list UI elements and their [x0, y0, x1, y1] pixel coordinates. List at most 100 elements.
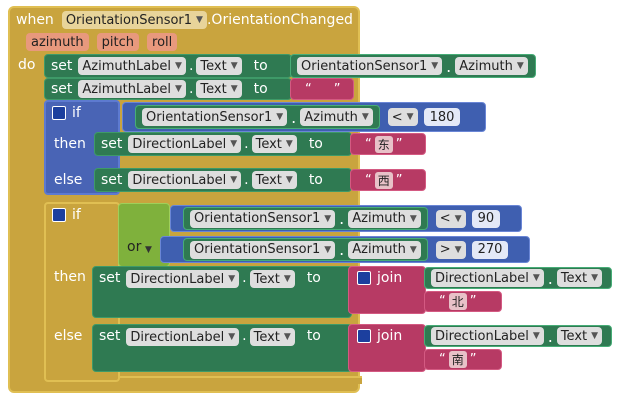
- get-sensor-azimuth-block[interactable]: OrientationSensor1 ▼ . Azimuth ▼: [135, 105, 380, 129]
- string-value[interactable]: 西: [374, 171, 393, 189]
- text-property-dropdown[interactable]: Text ▼: [556, 327, 603, 345]
- string-value[interactable]: 东: [374, 135, 393, 153]
- then-keyword: then: [54, 136, 86, 152]
- operator-dropdown[interactable]: < ▼: [387, 108, 418, 126]
- string-value[interactable]: 北: [448, 293, 467, 310]
- number-180[interactable]: 180: [423, 108, 461, 126]
- property-name: Azimuth: [459, 58, 513, 74]
- compare-gt-270-block[interactable]: OrientationSensor1 ▼ . Azimuth ▼ > ▼ 270: [160, 236, 530, 263]
- chevron-down-icon: ▼: [196, 15, 203, 25]
- direction-label-dropdown[interactable]: DirectionLabel ▼: [126, 270, 240, 288]
- mutator-gear-icon[interactable]: [52, 208, 66, 222]
- chevron-down-icon[interactable]: ▼: [145, 245, 152, 255]
- get-sensor-azimuth-block[interactable]: OrientationSensor1 ▼ . Azimuth ▼: [183, 207, 428, 230]
- quote-open: “: [439, 352, 446, 367]
- join-keyword: join: [377, 328, 403, 344]
- get-sensor-azimuth-block[interactable]: OrientationSensor1 ▼ . Azimuth ▼: [290, 54, 536, 78]
- text-property-dropdown[interactable]: Text ▼: [196, 80, 242, 98]
- chevron-down-icon: ▼: [230, 84, 238, 94]
- chevron-down-icon: ▼: [591, 273, 599, 283]
- get-direction-text-block[interactable]: DirectionLabel ▼ . Text ▼: [424, 267, 612, 289]
- direction-label-dropdown[interactable]: DirectionLabel ▼: [126, 328, 240, 346]
- text-property-dropdown[interactable]: Text ▼: [251, 171, 297, 189]
- set-direction-west-block[interactable]: set DirectionLabel ▼ . Text ▼ to: [94, 168, 352, 192]
- dot-separator: .: [188, 81, 194, 97]
- text-property-dropdown[interactable]: Text ▼: [251, 135, 297, 153]
- else-keyword: else: [54, 328, 83, 344]
- direction-label-dropdown[interactable]: DirectionLabel ▼: [128, 135, 242, 153]
- number-90[interactable]: 90: [471, 209, 501, 228]
- quote-open: “: [365, 172, 372, 188]
- component-dropdown[interactable]: OrientationSensor1 ▼: [61, 11, 207, 29]
- dot-separator: .: [188, 58, 194, 74]
- chevron-down-icon: ▼: [283, 274, 291, 284]
- set-azimuth-label-block[interactable]: set AzimuthLabel ▼ . Text ▼ to: [44, 54, 292, 78]
- param-roll[interactable]: roll: [147, 33, 178, 51]
- direction-label-dropdown[interactable]: DirectionLabel ▼: [128, 171, 242, 189]
- chevron-down-icon: ▼: [228, 332, 236, 342]
- component-name: DirectionLabel: [435, 328, 529, 344]
- compare-lt-180-block[interactable]: OrientationSensor1 ▼ . Azimuth ▼ < ▼ 180: [122, 102, 486, 132]
- text-property-dropdown[interactable]: Text ▼: [249, 328, 295, 346]
- set-direction-south-block[interactable]: set DirectionLabel ▼ . Text ▼ to: [92, 324, 352, 372]
- sensor-dropdown[interactable]: OrientationSensor1 ▼: [190, 240, 336, 259]
- if-keyword: if: [72, 207, 81, 223]
- chevron-down-icon: ▼: [591, 331, 599, 341]
- azimuth-label-dropdown[interactable]: AzimuthLabel ▼: [78, 57, 186, 75]
- compare-lt-90-block[interactable]: OrientationSensor1 ▼ . Azimuth ▼ < ▼ 90: [170, 205, 522, 232]
- azimuth-property-dropdown[interactable]: Azimuth ▼: [348, 240, 421, 259]
- component-name: OrientationSensor1: [301, 58, 428, 74]
- get-sensor-azimuth-block[interactable]: OrientationSensor1 ▼ . Azimuth ▼: [183, 238, 428, 261]
- direction-label-dropdown[interactable]: DirectionLabel ▼: [431, 269, 544, 287]
- text-property-dropdown[interactable]: Text ▼: [556, 269, 603, 287]
- mutator-gear-icon[interactable]: [357, 329, 371, 343]
- set-azimuth-label-empty-block[interactable]: set AzimuthLabel ▼ . Text ▼ to: [44, 78, 292, 100]
- param-pitch[interactable]: pitch: [96, 33, 140, 51]
- operator-symbol: >: [439, 242, 451, 257]
- set-direction-north-block[interactable]: set DirectionLabel ▼ . Text ▼ to: [92, 266, 352, 318]
- component-name: DirectionLabel: [132, 136, 227, 152]
- component-name: OrientationSensor1: [194, 242, 321, 257]
- string-east-block[interactable]: “ 东 ”: [350, 133, 426, 155]
- mutator-gear-icon[interactable]: [52, 106, 66, 120]
- if-keyword: if: [72, 105, 81, 121]
- operator-dropdown[interactable]: > ▼: [435, 240, 466, 259]
- azimuth-property-dropdown[interactable]: Azimuth ▼: [348, 209, 421, 228]
- string-value[interactable]: 南: [448, 351, 467, 368]
- number-270[interactable]: 270: [471, 240, 509, 259]
- component-name: AzimuthLabel: [82, 58, 172, 74]
- direction-label-dropdown[interactable]: DirectionLabel ▼: [431, 327, 544, 345]
- component-name: OrientationSensor1: [65, 12, 193, 28]
- empty-string-block[interactable]: “ ”: [290, 78, 354, 100]
- get-direction-text-block[interactable]: DirectionLabel ▼ . Text ▼: [424, 325, 612, 347]
- to-keyword: to: [253, 81, 268, 97]
- param-azimuth[interactable]: azimuth: [26, 33, 89, 51]
- set-direction-east-block[interactable]: set DirectionLabel ▼ . Text ▼ to: [94, 132, 352, 156]
- component-name: OrientationSensor1: [194, 211, 321, 226]
- mutator-gear-icon[interactable]: [357, 271, 371, 285]
- or-keyword: or: [127, 239, 142, 255]
- chevron-down-icon: ▼: [324, 213, 332, 224]
- string-west-block[interactable]: “ 西 ”: [350, 169, 426, 191]
- chevron-down-icon: ▼: [283, 332, 291, 342]
- operator-dropdown[interactable]: < ▼: [435, 209, 466, 228]
- logic-or-block[interactable]: or ▼: [118, 203, 170, 267]
- component-name: DirectionLabel: [435, 270, 529, 286]
- azimuth-property-dropdown[interactable]: Azimuth ▼: [455, 57, 528, 75]
- dot-separator: .: [242, 328, 247, 344]
- azimuth-property-dropdown[interactable]: Azimuth ▼: [300, 108, 373, 126]
- join-block-south[interactable]: join: [348, 324, 426, 372]
- text-property-dropdown[interactable]: Text ▼: [249, 270, 295, 288]
- sensor-dropdown[interactable]: OrientationSensor1 ▼: [297, 57, 443, 75]
- string-north-block[interactable]: “ 北 ”: [424, 291, 502, 312]
- text-property-dropdown[interactable]: Text ▼: [196, 57, 242, 75]
- then-keyword: then: [54, 269, 86, 285]
- sensor-dropdown[interactable]: OrientationSensor1 ▼: [142, 108, 288, 126]
- sensor-dropdown[interactable]: OrientationSensor1 ▼: [190, 209, 336, 228]
- azimuth-label-dropdown[interactable]: AzimuthLabel ▼: [78, 80, 186, 98]
- chevron-down-icon: ▼: [230, 139, 238, 149]
- property-name: Text: [255, 172, 282, 188]
- string-south-block[interactable]: “ 南 ”: [424, 349, 502, 370]
- join-block-north[interactable]: join: [348, 266, 426, 314]
- quote-open: “: [439, 294, 446, 309]
